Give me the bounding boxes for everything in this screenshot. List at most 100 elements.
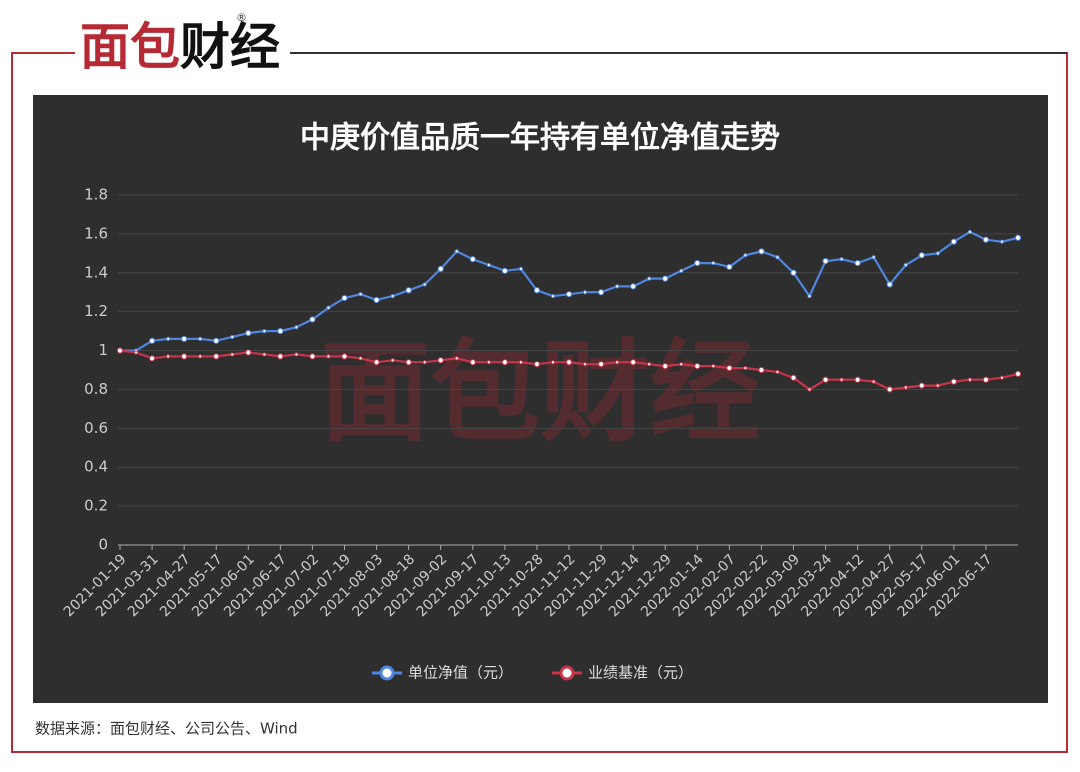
point-marker bbox=[743, 365, 748, 371]
point-marker bbox=[903, 385, 908, 390]
point-marker bbox=[390, 358, 395, 363]
point-marker bbox=[694, 363, 701, 370]
point-marker bbox=[999, 375, 1005, 380]
point-marker bbox=[166, 354, 171, 359]
point-marker bbox=[582, 362, 588, 367]
chart-title: 中庚价值品质一年持有单位净值走势 bbox=[300, 121, 780, 156]
point-marker bbox=[967, 229, 972, 235]
point-marker bbox=[533, 361, 541, 368]
legend-marker bbox=[559, 665, 575, 681]
point-marker bbox=[758, 366, 765, 374]
point-marker bbox=[486, 262, 491, 268]
point-marker bbox=[711, 260, 716, 266]
point-marker bbox=[294, 325, 299, 330]
chart-panel bbox=[33, 95, 1048, 703]
point-marker bbox=[839, 257, 844, 262]
point-marker bbox=[277, 328, 284, 335]
point-marker bbox=[565, 291, 573, 298]
point-marker bbox=[662, 363, 669, 370]
point-marker bbox=[486, 360, 491, 365]
point-marker bbox=[647, 362, 652, 367]
point-marker bbox=[454, 356, 459, 361]
point-marker bbox=[790, 374, 797, 381]
point-marker bbox=[309, 316, 316, 323]
point-marker bbox=[918, 252, 925, 259]
point-marker bbox=[630, 283, 637, 290]
point-marker bbox=[935, 251, 940, 256]
point-marker bbox=[999, 239, 1005, 244]
point-marker bbox=[597, 289, 605, 296]
point-marker bbox=[422, 282, 427, 287]
point-marker bbox=[950, 378, 957, 385]
point-marker bbox=[550, 294, 556, 299]
point-marker bbox=[148, 355, 156, 362]
y-tick-label: 1.6 bbox=[84, 224, 108, 242]
y-tick-label: 1 bbox=[98, 341, 108, 359]
y-tick-label: 0.6 bbox=[84, 419, 108, 437]
point-marker bbox=[198, 354, 203, 359]
point-marker bbox=[245, 329, 252, 337]
point-marker bbox=[982, 236, 990, 243]
y-tick-label: 0.4 bbox=[84, 458, 108, 476]
point-marker bbox=[262, 352, 267, 357]
point-marker bbox=[854, 376, 861, 383]
point-marker bbox=[148, 337, 156, 344]
point-marker bbox=[871, 379, 876, 384]
point-marker bbox=[775, 369, 780, 375]
point-marker bbox=[518, 266, 523, 271]
point-marker bbox=[615, 284, 620, 289]
point-marker bbox=[886, 386, 893, 393]
point-marker bbox=[437, 357, 444, 364]
point-marker bbox=[501, 359, 508, 366]
point-marker bbox=[341, 294, 348, 302]
y-tick-label: 0.2 bbox=[84, 497, 108, 515]
logo: 面包财经 bbox=[80, 18, 280, 76]
legend-label: 业绩基准（元） bbox=[588, 664, 693, 682]
point-marker bbox=[181, 335, 188, 342]
point-marker bbox=[405, 359, 412, 366]
point-marker bbox=[886, 281, 893, 288]
point-marker bbox=[245, 349, 252, 356]
point-marker bbox=[711, 364, 716, 369]
point-marker bbox=[390, 294, 395, 299]
point-marker bbox=[679, 268, 684, 273]
y-tick-label: 0.8 bbox=[84, 380, 108, 398]
point-marker bbox=[854, 259, 861, 267]
point-marker bbox=[326, 305, 331, 310]
point-marker bbox=[133, 350, 139, 355]
point-marker bbox=[198, 336, 203, 341]
point-marker bbox=[615, 360, 620, 365]
point-marker bbox=[662, 275, 669, 282]
y-tick-label: 1.8 bbox=[84, 186, 108, 204]
point-marker bbox=[1014, 234, 1022, 241]
point-marker bbox=[950, 238, 957, 245]
point-marker bbox=[726, 263, 733, 271]
point-marker bbox=[501, 267, 508, 274]
point-marker bbox=[341, 353, 348, 360]
point-marker bbox=[822, 376, 829, 383]
point-marker bbox=[807, 387, 812, 392]
point-marker bbox=[807, 294, 812, 299]
legend-label: 单位净值（元） bbox=[408, 664, 513, 682]
point-marker bbox=[679, 362, 684, 367]
point-marker bbox=[743, 253, 748, 258]
point-marker bbox=[294, 352, 299, 357]
point-marker bbox=[1014, 370, 1022, 377]
point-marker bbox=[582, 290, 588, 295]
point-marker bbox=[935, 383, 940, 388]
point-marker bbox=[518, 360, 523, 365]
point-marker bbox=[550, 360, 556, 365]
point-marker bbox=[982, 376, 990, 383]
point-marker bbox=[116, 347, 124, 354]
point-marker bbox=[565, 359, 573, 366]
point-marker bbox=[775, 255, 780, 260]
point-marker bbox=[181, 353, 188, 360]
point-marker bbox=[758, 248, 765, 255]
point-marker bbox=[694, 259, 701, 267]
point-marker bbox=[213, 353, 220, 360]
point-marker bbox=[630, 359, 637, 366]
point-marker bbox=[790, 269, 797, 276]
point-marker bbox=[230, 352, 235, 357]
